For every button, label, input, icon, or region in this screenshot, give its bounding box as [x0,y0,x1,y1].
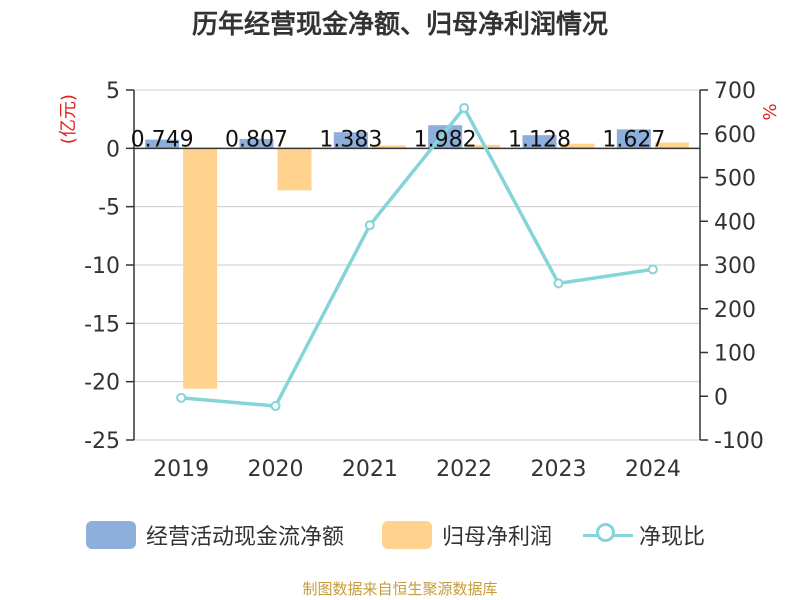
legend-swatch-cashflow [86,521,136,549]
axes-layer: 5 0 -5 -10 -15 -20 -25 700 600 500 400 300 200 100 0 -1… [58,79,781,482]
legend-label-ratio: 净现比 [639,525,706,550]
x-tick-label: 2023 [531,457,587,482]
y-right-tick-label: 300 [714,254,756,279]
y-right-tick-label: 500 [714,167,756,192]
ratio-point [553,278,564,289]
bar-cashflow [522,135,557,149]
x-tick-label: 2019 [153,457,209,482]
bar-cashflow [616,129,651,149]
legend-item-ratio[interactable]: 净现比 [583,518,705,552]
y-left-tick-label: -5 [98,196,120,221]
data-label-cashflow: 1.627 [602,127,665,152]
data-label-cashflow: 1.128 [508,127,571,152]
bar-net-profit [654,142,689,149]
y-right-tick-label: 400 [714,210,756,235]
x-tick-label: 2021 [342,457,398,482]
ratio-point [459,102,470,113]
data-label-cashflow: 0.807 [225,127,288,152]
data-label-cashflow: 1.383 [319,127,382,152]
y-left-tick-label: 0 [106,137,120,162]
y-left-tick-label: -10 [84,254,120,279]
grid-lines [134,89,700,441]
chart-title: 历年经营现金净额、归母净利润情况 [191,10,608,40]
legend: 经营活动现金流净额 归母净利润 净现比 [0,518,800,552]
bar-cashflow [239,138,274,149]
y-right-tick-label: 0 [714,385,728,410]
ratio-point [364,220,375,231]
legend-swatch-ratio [583,521,633,549]
legend-swatch-net-profit [382,521,432,549]
y-right-tick-label: 600 [714,123,756,148]
y-left-axis-title: (亿元) [58,94,79,144]
data-labels-layer: 0.749 0.807 1.383 1.982 1.128 1.627 [131,127,666,152]
bar-net-profit [183,148,218,389]
bar-net-profit [560,143,595,149]
y-right-tick-label: 200 [714,298,756,323]
x-tick-label: 2022 [436,457,492,482]
legend-label-cashflow: 经营活动现金流净额 [146,525,345,550]
y-right-tick-label: 100 [714,342,756,367]
data-label-cashflow: 1.982 [414,127,477,152]
y-left-tick-label: -25 [84,429,120,454]
bars-layer [145,125,689,389]
x-tick-label: 2024 [625,457,681,482]
ratio-line [181,104,654,408]
bar-net-profit [277,148,312,191]
bar-cashflow [145,139,180,149]
y-right-tick-label: 700 [714,79,756,104]
y-left-tick-label: 5 [106,79,120,104]
legend-item-net-profit[interactable]: 归母净利润 [382,518,552,552]
y-left-tick-label: -15 [84,312,120,337]
data-source-note: 制图数据来自恒生聚源数据库 [302,580,498,598]
legend-item-cashflow[interactable]: 经营活动现金流净额 [86,518,344,552]
bar-cashflow [333,132,368,149]
x-tick-label: 2020 [248,457,304,482]
ratio-line-layer [176,102,658,412]
y-right-axis-title: % [760,103,781,120]
ratio-point [270,401,281,412]
data-label-cashflow: 0.749 [131,127,194,152]
y-right-tick-label: -100 [714,429,764,454]
y-left-tick-label: -20 [84,371,120,396]
legend-label-net-profit: 归母净利润 [442,525,553,550]
bar-net-profit [371,145,406,149]
ratio-point [176,392,187,403]
ratio-point [647,264,658,275]
